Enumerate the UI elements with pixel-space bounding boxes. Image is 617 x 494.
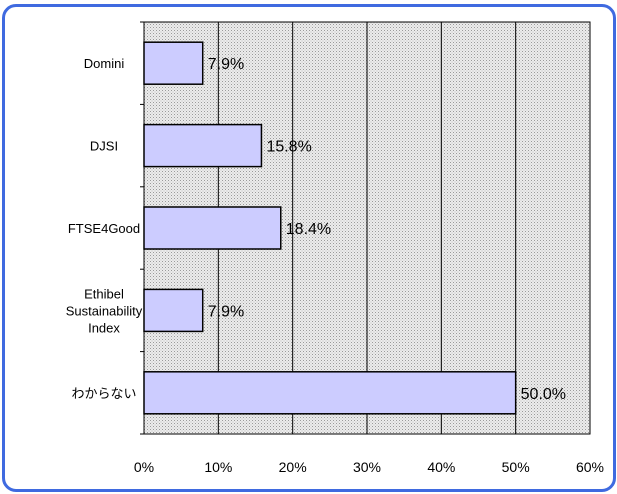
x-tick-label: 10% xyxy=(204,459,232,475)
data-label: 15.8% xyxy=(266,139,311,156)
x-tick-label: 40% xyxy=(427,459,455,475)
data-labels: 7.9% 15.8% 18.4% 7.9% 50.0% xyxy=(208,56,566,403)
bar xyxy=(143,371,517,415)
category-labels: Domini DJSI FTSE4Good Ethibel Sustainability… xyxy=(66,56,143,401)
category-label: DJSI xyxy=(90,139,118,154)
data-label: 18.4% xyxy=(286,221,331,238)
category-label: Domini xyxy=(84,56,125,71)
gridlines xyxy=(217,22,591,434)
data-label: 50.0% xyxy=(521,386,566,403)
category-label: わからない xyxy=(71,386,136,401)
bar xyxy=(143,288,204,333)
y-axis xyxy=(140,21,145,435)
bar xyxy=(143,206,282,250)
category-label: FTSE4Good xyxy=(68,221,140,236)
x-axis-tick-labels: 0% 10% 20% 30% 40% 50% 60% xyxy=(134,459,604,475)
x-tick-label: 20% xyxy=(279,459,307,475)
bar xyxy=(143,123,263,168)
data-label: 7.9% xyxy=(208,56,244,73)
bar xyxy=(143,41,204,85)
x-tick-label: 0% xyxy=(134,459,154,475)
data-label: 7.9% xyxy=(208,303,244,320)
x-tick-label: 50% xyxy=(502,459,530,475)
x-tick-label: 30% xyxy=(353,459,381,475)
category-label: Ethibel Sustainability Index xyxy=(66,286,143,335)
x-tick-label: 60% xyxy=(576,459,604,475)
bars xyxy=(143,41,517,415)
